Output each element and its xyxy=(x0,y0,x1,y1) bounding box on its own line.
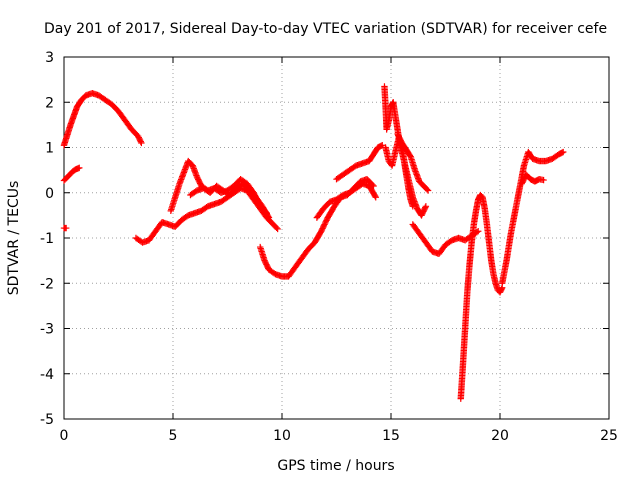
x-axis-label: GPS time / hours xyxy=(277,458,394,474)
y-tick-label: -1 xyxy=(40,231,54,247)
y-tick-label: -3 xyxy=(40,322,54,338)
data-point-marker xyxy=(265,214,273,221)
series-seg4 xyxy=(132,185,281,246)
data-point-marker xyxy=(273,224,280,232)
series-seg1 xyxy=(60,90,145,149)
data-point-marker xyxy=(379,142,386,149)
y-tick-label: 2 xyxy=(45,95,54,111)
y-tick-label: 1 xyxy=(45,141,54,157)
series-seg8 xyxy=(313,180,379,221)
data-point-marker xyxy=(422,204,429,211)
data-point-marker xyxy=(274,225,281,233)
data-point-marker xyxy=(423,186,431,193)
series-seg12 xyxy=(382,135,430,219)
series-seg9 xyxy=(333,142,386,183)
series-seg2 xyxy=(60,164,83,184)
y-tick-label: -2 xyxy=(40,276,54,292)
grid-lines xyxy=(64,57,609,419)
x-tick-label: 0 xyxy=(60,428,69,444)
data-point-marker xyxy=(76,164,83,172)
data-point-marker xyxy=(422,203,430,210)
data-point-marker xyxy=(264,213,272,220)
series-seg14 xyxy=(457,191,506,402)
y-tick-label: -4 xyxy=(40,367,54,383)
data-point-marker xyxy=(137,138,144,145)
series-seg16 xyxy=(518,171,547,187)
x-tick-label: 15 xyxy=(382,428,400,444)
axis-ticks: 0 5 10 15 20 25 -5 -4 -3 -2 -1 0 1 2 3 xyxy=(40,50,618,444)
data-point-marker xyxy=(62,224,70,232)
y-axis-label: SDTVAR / TECUs xyxy=(6,181,22,296)
data-point-marker xyxy=(424,187,432,194)
x-tick-label: 20 xyxy=(491,428,509,444)
data-points xyxy=(60,83,567,402)
y-tick-label: 0 xyxy=(45,186,54,202)
data-point-marker xyxy=(560,148,567,156)
y-tick-label: 3 xyxy=(45,50,54,66)
chart-title: Day 201 of 2017, Sidereal Day-to-day VTE… xyxy=(44,21,607,37)
data-point-marker xyxy=(372,194,379,201)
y-tick-label: -5 xyxy=(40,412,54,428)
data-point-marker xyxy=(371,192,379,200)
series-seg6 xyxy=(187,180,273,221)
data-point-marker xyxy=(540,176,547,184)
data-point-marker xyxy=(138,139,145,147)
x-tick-label: 10 xyxy=(273,428,291,444)
data-point-marker xyxy=(475,228,482,235)
series-seg3 xyxy=(60,224,70,232)
series-seg15 xyxy=(498,148,567,287)
x-tick-label: 25 xyxy=(600,428,618,444)
x-tick-label: 5 xyxy=(169,428,178,444)
